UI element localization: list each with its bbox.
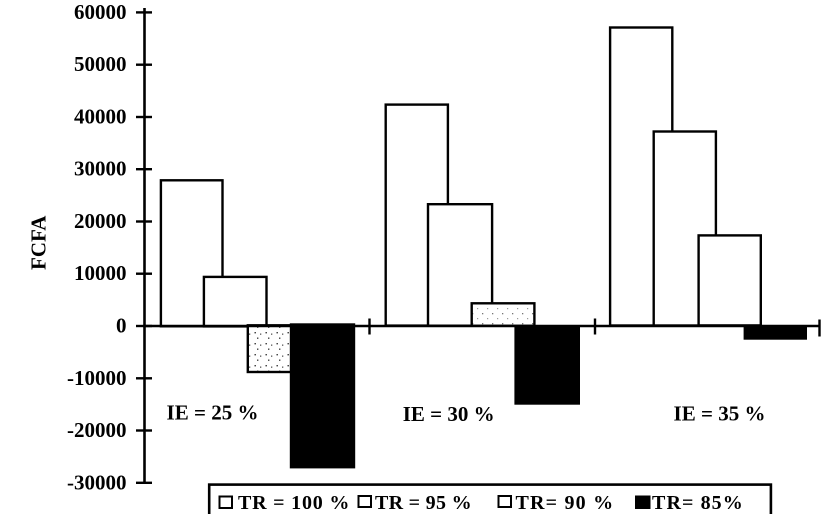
svg-text:0: 0	[116, 314, 127, 338]
svg-text:60000: 60000	[74, 0, 127, 24]
svg-text:TR = 100 %: TR = 100 %	[238, 492, 350, 514]
svg-text:TR= 85%: TR= 85%	[652, 492, 744, 514]
svg-text:10000: 10000	[74, 261, 127, 285]
svg-text:40000: 40000	[74, 105, 127, 129]
svg-text:-20000: -20000	[67, 418, 127, 442]
svg-text:50000: 50000	[74, 52, 127, 76]
svg-text:30000: 30000	[74, 157, 127, 181]
svg-text:TR= 90 %: TR= 90 %	[516, 492, 615, 514]
svg-text:IE = 30 %: IE = 30 %	[403, 402, 495, 426]
svg-text:20000: 20000	[74, 209, 127, 233]
svg-text:TR = 95 %: TR = 95 %	[375, 492, 472, 514]
svg-text:-10000: -10000	[67, 366, 127, 390]
svg-text:IE = 25 %: IE = 25 %	[167, 401, 259, 425]
svg-text:-30000: -30000	[67, 470, 127, 494]
svg-text:FCFA: FCFA	[27, 215, 51, 270]
svg-text:IE = 35 %: IE = 35 %	[674, 402, 766, 426]
